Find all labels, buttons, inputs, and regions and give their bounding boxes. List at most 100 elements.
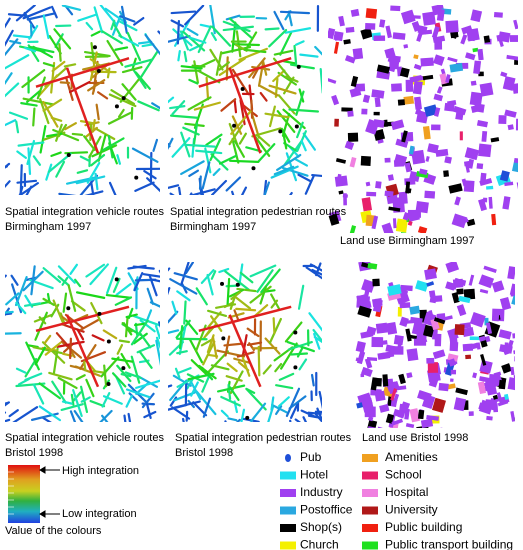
- street: [228, 386, 240, 401]
- parcel: [409, 305, 421, 315]
- parcel: [347, 132, 359, 142]
- parcel: [393, 159, 405, 167]
- legend-label: Church: [300, 538, 339, 550]
- street: [173, 400, 201, 409]
- parcel: [388, 206, 401, 212]
- parcel: [436, 8, 445, 22]
- parcel: [456, 304, 467, 317]
- parcel: [336, 173, 342, 185]
- street: [5, 180, 11, 189]
- node: [121, 96, 126, 101]
- parcel: [472, 47, 479, 53]
- parcel: [458, 295, 471, 304]
- street: [142, 273, 160, 278]
- map-panel: [168, 5, 322, 195]
- street: [76, 328, 85, 341]
- street: [41, 416, 52, 422]
- street: [201, 161, 211, 190]
- street: [20, 102, 38, 107]
- street: [154, 324, 160, 340]
- street: [268, 84, 297, 95]
- parcel: [393, 408, 403, 418]
- parcel: [405, 328, 412, 342]
- street: [241, 334, 248, 357]
- street: [274, 362, 283, 373]
- street: [125, 313, 138, 319]
- node: [278, 129, 283, 134]
- street: [127, 412, 132, 422]
- node: [245, 415, 250, 420]
- street: [71, 132, 84, 136]
- legend-marker: [280, 541, 296, 550]
- street: [195, 287, 208, 306]
- street: [12, 406, 39, 422]
- parcel: [433, 317, 446, 325]
- parcel: [462, 326, 475, 337]
- street: [157, 30, 160, 35]
- parcel: [510, 411, 515, 422]
- street: [229, 295, 237, 310]
- street: [144, 34, 160, 56]
- node: [96, 69, 101, 74]
- parcel: [328, 78, 337, 84]
- parcel: [478, 335, 486, 342]
- street: [19, 164, 23, 193]
- street: [225, 14, 241, 21]
- parcel: [444, 156, 452, 164]
- street: [257, 143, 276, 163]
- street: [168, 184, 180, 189]
- parcel: [350, 75, 359, 88]
- parcel: [361, 108, 368, 115]
- parcel: [428, 373, 440, 388]
- street: [184, 262, 194, 275]
- parcel: [509, 283, 515, 298]
- street: [91, 334, 105, 342]
- parcel: [454, 324, 465, 336]
- parcel: [407, 220, 413, 226]
- street: [240, 186, 248, 195]
- street: [297, 173, 313, 183]
- parcel: [436, 86, 443, 94]
- street: [24, 276, 38, 282]
- parcel: [423, 104, 438, 117]
- legend-label: Hospital: [385, 485, 428, 499]
- street: [183, 50, 188, 63]
- parcel: [488, 196, 493, 209]
- street: [272, 317, 276, 335]
- street: [67, 284, 77, 312]
- parcel: [413, 54, 419, 60]
- street: [209, 48, 224, 71]
- street: [276, 110, 296, 133]
- street: [233, 309, 240, 321]
- parcel: [344, 54, 356, 64]
- parcel: [432, 35, 446, 43]
- street: [33, 313, 53, 323]
- street: [41, 341, 66, 364]
- street: [35, 305, 130, 333]
- parcel: [367, 416, 374, 422]
- node: [134, 175, 139, 180]
- street: [300, 409, 316, 418]
- parcel: [405, 319, 417, 324]
- parcel: [389, 56, 400, 70]
- street: [102, 395, 123, 405]
- street: [38, 316, 47, 325]
- panel-caption: Bristol 1998: [175, 447, 233, 459]
- street: [116, 343, 124, 355]
- street: [186, 27, 199, 36]
- parcel: [419, 29, 433, 36]
- street: [233, 295, 252, 310]
- street: [215, 51, 223, 76]
- street: [24, 46, 37, 53]
- street: [110, 19, 116, 31]
- street: [276, 153, 302, 172]
- street: [297, 284, 305, 310]
- parcel: [387, 174, 394, 181]
- parcel: [492, 394, 499, 400]
- parcel: [406, 372, 413, 379]
- map-panel: [328, 5, 518, 233]
- street: [5, 82, 20, 98]
- street: [92, 369, 107, 374]
- street: [57, 275, 70, 287]
- node: [235, 282, 240, 287]
